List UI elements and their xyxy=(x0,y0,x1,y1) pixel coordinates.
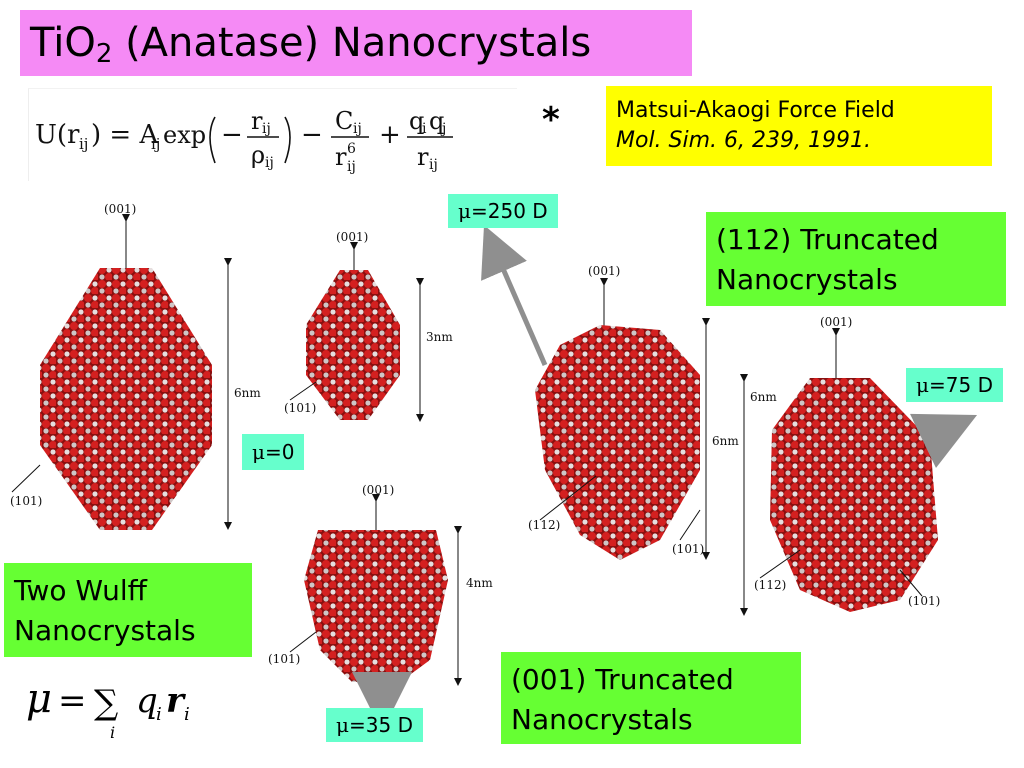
dipole-formula: μ = ∑ i q i r i xyxy=(24,676,224,746)
svg-text:ij: ij xyxy=(265,155,274,171)
dipole-badge-75: μ=75 D xyxy=(906,368,1003,402)
caption-001-truncated: (001) Truncated Nanocrystals xyxy=(501,652,801,744)
svg-text:=: = xyxy=(58,681,87,721)
svg-text:+: + xyxy=(379,120,401,150)
citation-box: Matsui-Akaogi Force Field Mol. Sim. 6, 2… xyxy=(606,86,992,166)
facet-label-101: (101) xyxy=(672,542,705,556)
svg-text:q: q xyxy=(409,107,424,135)
svg-text:r: r xyxy=(335,143,347,171)
facet-label-112: (112) xyxy=(754,578,787,592)
facet-label-001: (001) xyxy=(336,230,369,244)
citation-ref: Mol. Sim. 6, 239, 1991. xyxy=(616,128,871,153)
page-title: TiO2 (Anatase) Nanocrystals xyxy=(20,10,692,76)
svg-text:−: − xyxy=(301,120,323,150)
svg-text:∑: ∑ xyxy=(94,683,118,723)
wulff-crystal-small xyxy=(289,242,424,422)
truncated-right-crystal xyxy=(740,328,978,616)
svg-text:ij: ij xyxy=(347,159,356,175)
svg-text:6: 6 xyxy=(347,141,356,157)
svg-text:q: q xyxy=(429,107,444,135)
facet-label-112: (112) xyxy=(528,518,561,532)
citation-title: Matsui-Akaogi Force Field xyxy=(616,98,895,123)
svg-text:r: r xyxy=(166,681,186,721)
svg-text:μ: μ xyxy=(26,676,52,722)
svg-text:ij: ij xyxy=(151,135,160,153)
dipole-badge-35: μ=35 D xyxy=(326,708,423,742)
size-label-3nm: 3nm xyxy=(426,330,453,344)
svg-text:) = A: ) = A xyxy=(91,120,159,150)
caption-112-truncated: (112) Truncated Nanocrystals xyxy=(706,212,1006,306)
truncated-112-crystal xyxy=(481,225,710,560)
facet-label-001: (001) xyxy=(362,483,395,497)
svg-text:i: i xyxy=(156,704,162,725)
facet-label-101: (101) xyxy=(284,401,317,415)
dipole-formula-svg: μ = ∑ i q i r i xyxy=(26,676,190,742)
svg-text:j: j xyxy=(440,121,446,137)
facet-label-001: (001) xyxy=(820,315,853,329)
facet-label-101: (101) xyxy=(908,594,941,608)
facet-label-101: (101) xyxy=(10,494,43,508)
svg-text:r: r xyxy=(251,107,263,135)
asterisk: * xyxy=(542,100,560,140)
size-label-4nm: 4nm xyxy=(466,576,493,590)
svg-text:ρ: ρ xyxy=(251,141,265,169)
svg-text:ij: ij xyxy=(429,157,438,173)
caption-two-wulff: Two Wulff Nanocrystals xyxy=(4,563,252,657)
svg-text:exp: exp xyxy=(163,121,206,149)
facet-label-001: (001) xyxy=(588,264,621,278)
svg-text:U(r: U(r xyxy=(35,120,80,150)
svg-text:ij: ij xyxy=(262,121,271,137)
svg-text:C: C xyxy=(335,107,353,135)
svg-text:−: − xyxy=(221,120,243,150)
svg-text:ij: ij xyxy=(79,135,88,153)
facet-label-001: (001) xyxy=(104,202,137,216)
svg-text:i: i xyxy=(422,121,427,137)
facet-label-101: (101) xyxy=(268,652,301,666)
size-label-6nm: 6nm xyxy=(712,434,739,448)
svg-text:i: i xyxy=(110,723,115,742)
wulff-crystal-large xyxy=(11,214,232,530)
size-label-6nm: 6nm xyxy=(234,386,261,400)
svg-text:i: i xyxy=(184,704,190,725)
dipole-badge-0: μ=0 xyxy=(242,434,305,470)
svg-text:ij: ij xyxy=(353,121,362,137)
svg-text:q: q xyxy=(136,681,158,721)
dipole-badge-250: μ=250 D xyxy=(448,194,558,228)
svg-text:r: r xyxy=(417,143,429,171)
truncated-001-crystal xyxy=(289,494,462,732)
size-label-6nm: 6nm xyxy=(750,390,777,404)
